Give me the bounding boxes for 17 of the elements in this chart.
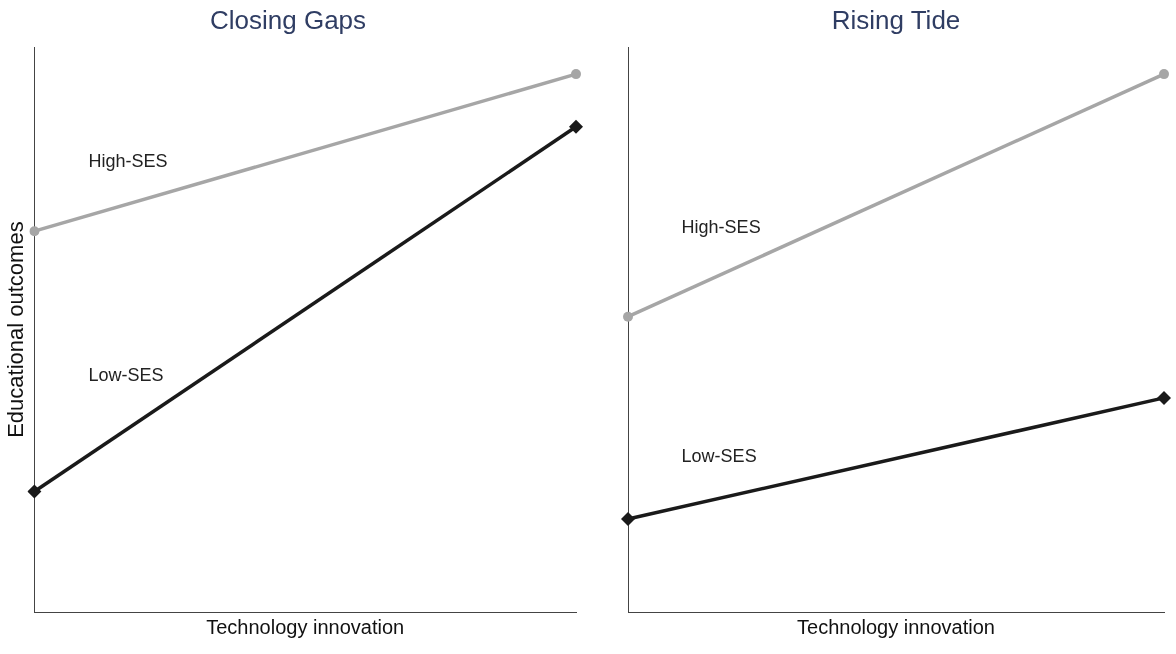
- series-label: Low-SES: [681, 446, 757, 467]
- point: [569, 119, 583, 134]
- series-label: High-SES: [88, 150, 168, 171]
- x-axis-title: Technology innovation: [206, 615, 405, 638]
- point: [1159, 69, 1169, 80]
- series-label: High-SES: [681, 217, 761, 238]
- point: [571, 69, 581, 80]
- point: [621, 511, 635, 526]
- point: [29, 226, 40, 237]
- series-label: Low-SES: [88, 365, 164, 386]
- point: [27, 484, 42, 499]
- point: [1157, 390, 1171, 405]
- x-axis-title: Technology innovation: [797, 615, 995, 638]
- point: [623, 311, 633, 322]
- chart-title: Rising Tide: [831, 4, 961, 35]
- y-axis-title: Educational outcomes: [3, 221, 29, 438]
- chart-title: Closing Gaps: [209, 4, 367, 35]
